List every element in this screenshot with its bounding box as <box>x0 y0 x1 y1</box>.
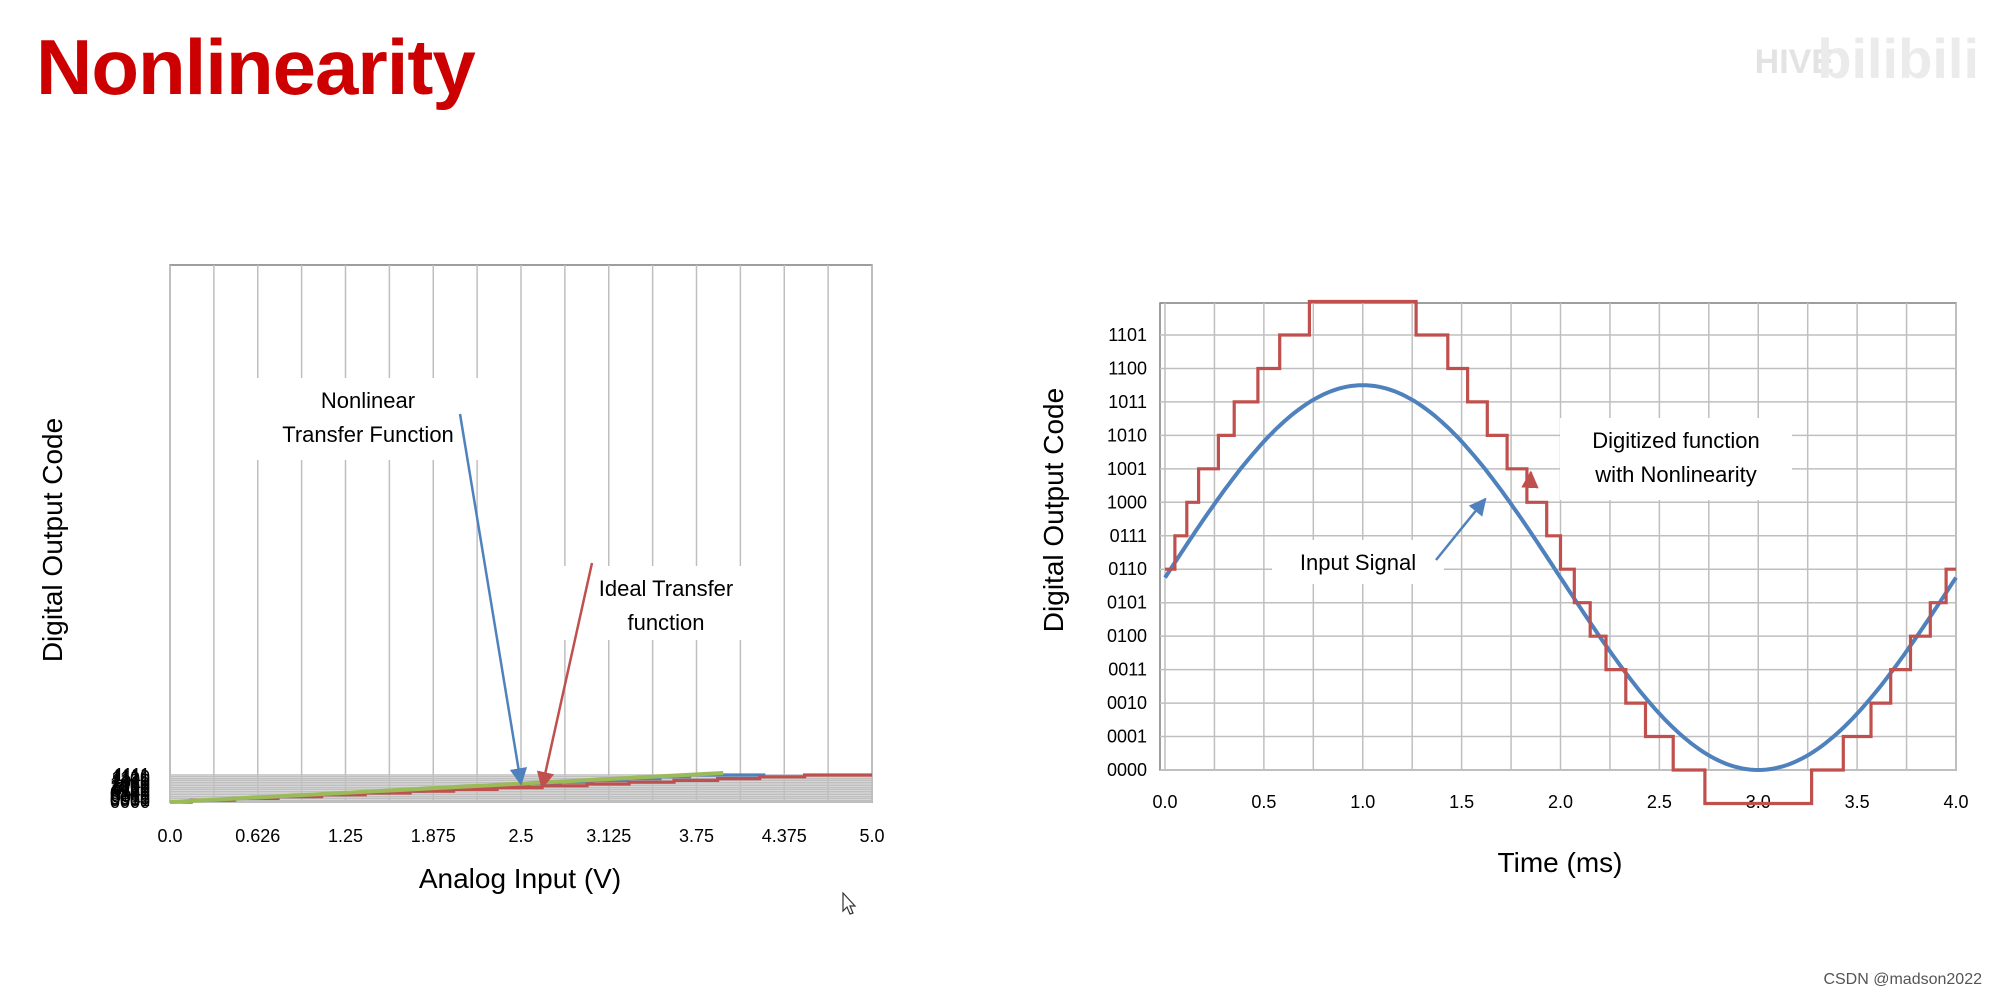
series-digitized-function-with-nonlinearity <box>1165 299 1956 806</box>
slide-title: Nonlinearity <box>36 23 476 111</box>
y-tick-label: 1000 <box>110 778 150 798</box>
y-tick-label: 1100 <box>111 770 150 790</box>
annotation-box <box>1560 418 1792 500</box>
x-tick-label: 0.626 <box>235 826 280 846</box>
y-tick-label: 0000 <box>1107 760 1147 780</box>
svg-text:bilibili: bilibili <box>1817 27 1979 88</box>
annotation-text: with Nonlinearity <box>1594 462 1756 487</box>
annotation-text: function <box>627 610 704 635</box>
svg-text:HIVE: HIVE <box>1755 43 1834 81</box>
bilibili-watermark-logo: HIVE bilibili <box>1755 27 1979 88</box>
annotation-arrow <box>458 413 528 786</box>
y-tick-label: 1101 <box>1108 325 1147 345</box>
x-tick-label: 4.0 <box>1943 792 1968 812</box>
mouse-cursor-icon <box>842 892 857 915</box>
y-tick-label: 1001 <box>110 776 150 796</box>
x-axis-title: Time (ms) <box>1498 847 1623 878</box>
y-tick-label: 0110 <box>111 781 150 801</box>
annotation-arrow <box>536 562 594 790</box>
y-tick-label: 0100 <box>1107 626 1147 646</box>
x-tick-label: 1.875 <box>411 826 456 846</box>
y-tick-label: 1000 <box>1107 492 1147 512</box>
annotation-box <box>560 566 772 640</box>
annotation-text: Input Signal <box>1300 550 1416 575</box>
y-tick-label: 1011 <box>1108 392 1147 412</box>
x-tick-label: 1.5 <box>1449 792 1474 812</box>
series-linear-fit <box>169 771 724 804</box>
y-tick-label: 0001 <box>1107 727 1147 747</box>
y-tick-label: 0010 <box>110 788 150 808</box>
x-tick-label: 1.25 <box>328 826 363 846</box>
x-tick-label: 5.0 <box>859 826 884 846</box>
y-tick-label: 0001 <box>110 790 150 810</box>
annotation-box <box>1272 540 1444 584</box>
annotation-arrow <box>1435 497 1487 561</box>
y-tick-label: 0101 <box>1107 593 1147 613</box>
y-tick-label: 1010 <box>1107 425 1147 445</box>
y-tick-label: 1010 <box>110 774 150 794</box>
x-tick-label: 2.5 <box>508 826 533 846</box>
x-tick-label: 3.125 <box>586 826 631 846</box>
y-tick-label: 0110 <box>1108 559 1147 579</box>
annotation-text: Nonlinear <box>321 388 415 413</box>
y-tick-label: 1111 <box>114 765 150 785</box>
y-axis-title: Digital Output Code <box>1038 388 1069 632</box>
x-tick-label: 0.5 <box>1251 792 1276 812</box>
credit-watermark: CSDN @madson2022 <box>1823 971 1982 988</box>
y-tick-label: 1100 <box>1108 358 1147 378</box>
y-tick-label: 0111 <box>1110 526 1147 546</box>
x-tick-label: 0.0 <box>1152 792 1177 812</box>
x-tick-label: 2.5 <box>1647 792 1672 812</box>
chart-2: 0000 0001 0010 0011 0100 0101 0110 0111 1000 1001… <box>1038 299 1969 878</box>
annotation-text: Transfer Function <box>282 422 454 447</box>
y-tick-label: 0111 <box>113 779 150 799</box>
y-tick-label: 0000 <box>110 792 150 812</box>
y-tick-label: 0011 <box>111 787 150 807</box>
y-tick-label: 1001 <box>1107 459 1147 479</box>
annotation-text: Ideal Transfer <box>599 576 734 601</box>
x-tick-label: 3.75 <box>679 826 714 846</box>
y-tick-label: 0010 <box>1107 693 1147 713</box>
x-tick-label: 1.0 <box>1350 792 1375 812</box>
annotation-box <box>253 378 483 460</box>
x-tick-label: 3.5 <box>1845 792 1870 812</box>
y-tick-label: 1101 <box>111 769 150 789</box>
y-tick-label: 0101 <box>110 783 150 803</box>
annotation-arrow <box>1521 470 1539 489</box>
x-axis-title: Analog Input (V) <box>419 863 621 894</box>
y-tick-label: 0011 <box>1108 660 1147 680</box>
x-tick-label: 0.0 <box>157 826 182 846</box>
annotation-text: Digitized function <box>1592 428 1760 453</box>
series-input-signal <box>1163 383 1958 773</box>
y-tick-label: 1110 <box>113 767 150 787</box>
y-tick-label: 0100 <box>110 785 150 805</box>
chart-1: 0000000100100011010001010110011110001001… <box>37 264 885 894</box>
y-axis-title: Digital Output Code <box>37 418 68 662</box>
x-tick-label: 2.0 <box>1548 792 1573 812</box>
y-tick-label: 1011 <box>111 772 150 792</box>
x-tick-label: 4.375 <box>762 826 807 846</box>
